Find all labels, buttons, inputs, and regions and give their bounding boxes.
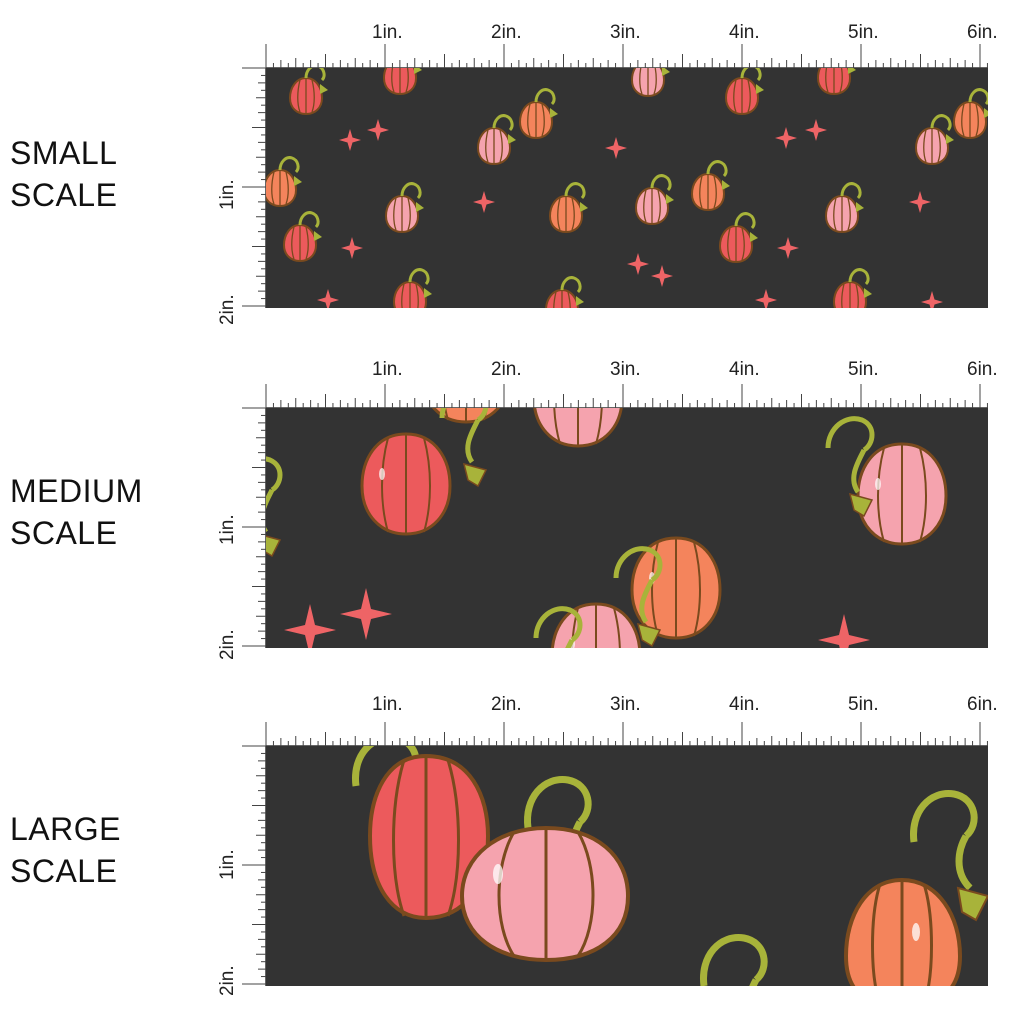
pumpkin-motif xyxy=(355,746,988,986)
ruler-top-label: 2in. xyxy=(491,22,522,43)
ruler-top-label: 6in. xyxy=(967,359,998,380)
ruler-top-label: 5in. xyxy=(848,359,879,380)
ruler-top-label: 5in. xyxy=(848,694,879,715)
medium-scale-row: MEDIUM SCALE 1in. 2in. 3in. 4in. 5in. 6i… xyxy=(0,340,1024,670)
ruler-top-label: 1in. xyxy=(372,694,403,715)
ruler-side-label: 1in. xyxy=(217,514,238,545)
fabric-swatch-large xyxy=(266,746,988,986)
scale-label-line1: MEDIUM xyxy=(10,473,143,509)
ruler-top-label: 2in. xyxy=(491,694,522,715)
ruler-top-label: 1in. xyxy=(372,22,403,43)
ruler-side-label: 1in. xyxy=(217,849,238,880)
ruler-top-label: 4in. xyxy=(729,694,760,715)
fabric-swatch-small xyxy=(266,68,988,308)
scale-label-line2: SCALE xyxy=(10,853,118,889)
scale-label-line2: SCALE xyxy=(10,515,118,551)
scale-label: LARGE SCALE xyxy=(10,808,121,892)
fabric-swatch-medium xyxy=(266,408,988,648)
ruler-top-label: 4in. xyxy=(729,359,760,380)
ruler-top-label: 6in. xyxy=(967,694,998,715)
ruler-side-label: 2in. xyxy=(217,629,238,660)
ruler-top-label: 3in. xyxy=(610,22,641,43)
ruler: 1in. 2in. 3in. 4in. 5in. 6in. 1in. 2in. xyxy=(217,22,998,325)
scale-label-line2: SCALE xyxy=(10,177,118,213)
ruler-top-label: 3in. xyxy=(610,359,641,380)
scale-label: SMALL SCALE xyxy=(10,132,117,216)
scale-label-line1: LARGE xyxy=(10,811,121,847)
ruler-top-label: 2in. xyxy=(491,359,522,380)
small-scale-row: SMALL SCALE 1in. 2in. 3in. 4in. 5in. 6in… xyxy=(0,0,1024,330)
ruler-top-label: 1in. xyxy=(372,359,403,380)
ruler-top-label: 6in. xyxy=(967,22,998,43)
ruler-side-label: 2in. xyxy=(217,294,238,325)
large-scale-row: LARGE SCALE 1in. 2in. 3in. 4in. 5in. 6in… xyxy=(0,678,1024,1008)
pumpkin-motif xyxy=(266,68,988,308)
scale-label: MEDIUM SCALE xyxy=(10,470,143,554)
ruler-top-label: 4in. xyxy=(729,22,760,43)
ruler-top-label: 3in. xyxy=(610,694,641,715)
ruler-side-label: 2in. xyxy=(217,965,238,996)
scale-label-line1: SMALL xyxy=(10,135,118,171)
ruler-side-label: 1in. xyxy=(217,179,238,210)
ruler-top-label: 5in. xyxy=(848,22,879,43)
